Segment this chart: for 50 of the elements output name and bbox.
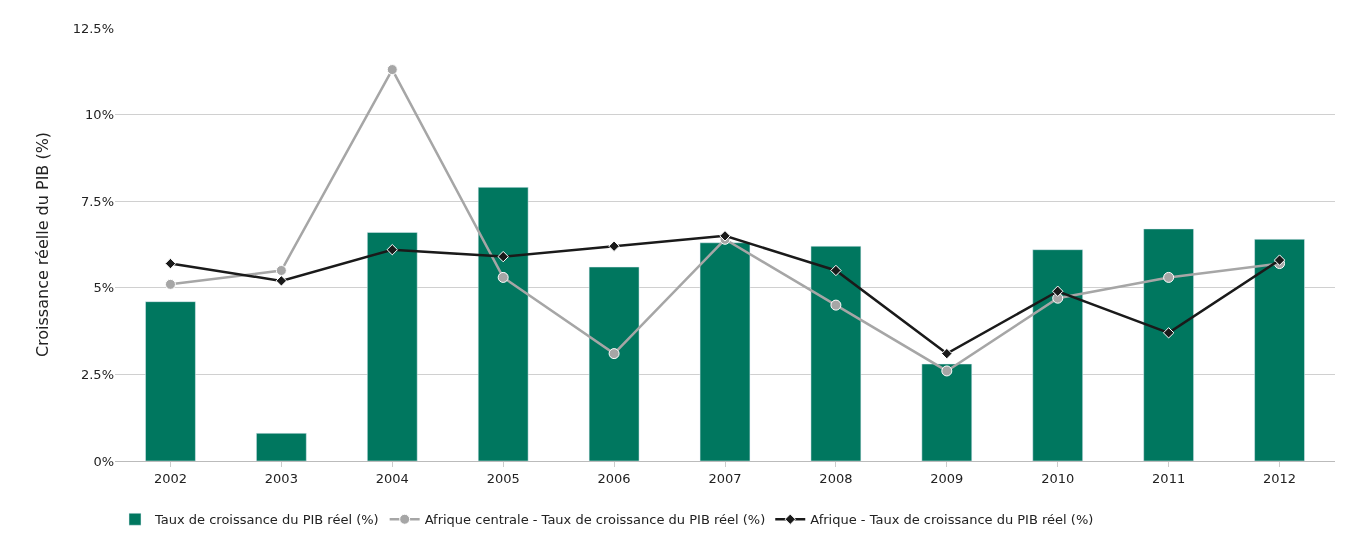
point bbox=[164, 257, 177, 270]
point bbox=[1162, 327, 1175, 339]
point bbox=[830, 264, 842, 277]
bar bbox=[699, 242, 751, 461]
y-tick-label: 10% bbox=[85, 107, 114, 123]
point bbox=[164, 278, 176, 290]
bar bbox=[588, 266, 640, 461]
legend-label: Afrique - Taux de croissance du PIB réel (%) bbox=[810, 512, 1094, 528]
legend-label: Afrique centrale - Taux de croissance du PIB réel (%) bbox=[424, 512, 766, 528]
bar bbox=[145, 301, 196, 461]
y-tick-label: 0% bbox=[93, 453, 114, 469]
point bbox=[830, 299, 842, 311]
x-tick-label: 2010 bbox=[1041, 470, 1075, 486]
legend-label: Taux de croissance du PIB réel (%) bbox=[154, 512, 379, 528]
point bbox=[275, 275, 288, 287]
bar bbox=[367, 232, 418, 461]
x-tick-label: 2005 bbox=[486, 470, 520, 486]
bar bbox=[1254, 239, 1305, 461]
x-tick-label: 2006 bbox=[597, 470, 631, 486]
point bbox=[386, 64, 398, 76]
x-tick-label: 2007 bbox=[708, 470, 742, 486]
point bbox=[275, 264, 287, 276]
point bbox=[608, 348, 620, 360]
bar bbox=[1032, 249, 1083, 461]
bar bbox=[256, 433, 307, 461]
x-tick-label: 2009 bbox=[930, 470, 964, 486]
x-tick-label: 2004 bbox=[375, 470, 409, 486]
point bbox=[386, 244, 398, 256]
point bbox=[497, 271, 509, 283]
point bbox=[608, 240, 620, 252]
y-tick-label: 5% bbox=[93, 280, 114, 296]
x-tick-label: 2012 bbox=[1263, 470, 1297, 486]
bar bbox=[1143, 228, 1194, 461]
point bbox=[1273, 254, 1286, 266]
point bbox=[1163, 271, 1175, 283]
point bbox=[941, 347, 953, 360]
bar bbox=[921, 363, 973, 461]
x-tick-label: 2002 bbox=[153, 470, 187, 486]
point bbox=[497, 250, 509, 263]
y-tick-label: 12.5% bbox=[72, 20, 114, 36]
x-tick-label: 2011 bbox=[1152, 470, 1186, 486]
y-axis-title: Croissance réelle du PIB (%) bbox=[32, 131, 52, 358]
bar bbox=[810, 245, 862, 461]
y-tick-label: 2.5% bbox=[80, 366, 114, 382]
x-tick-label: 2003 bbox=[264, 470, 298, 486]
x-tick-label: 2008 bbox=[819, 470, 853, 486]
bar bbox=[477, 187, 529, 461]
point bbox=[1052, 285, 1064, 297]
y-tick-label: 7.5% bbox=[80, 193, 114, 209]
point bbox=[941, 365, 953, 377]
